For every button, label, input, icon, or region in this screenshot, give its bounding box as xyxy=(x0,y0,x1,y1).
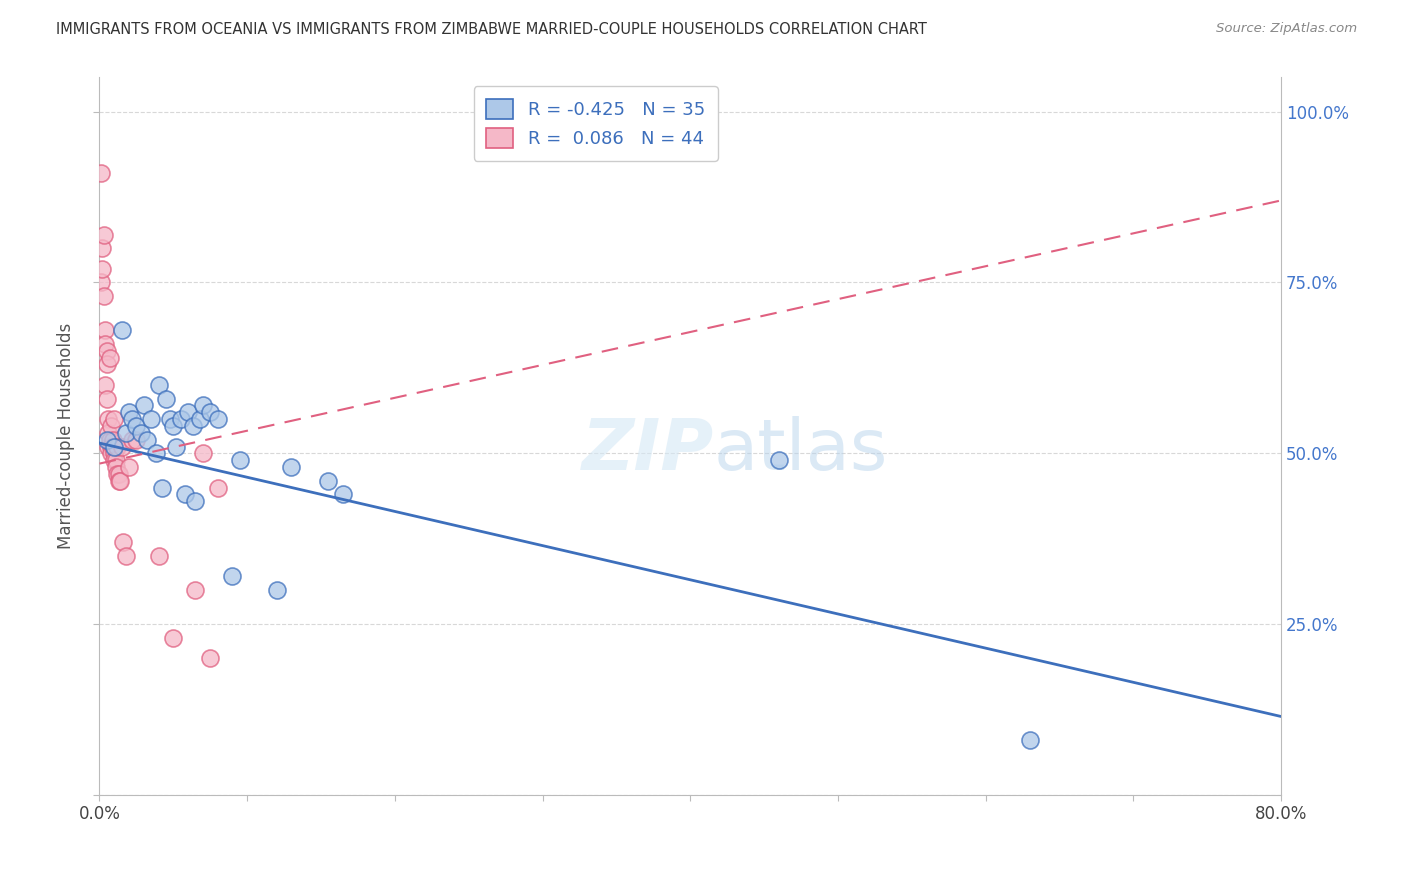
Point xyxy=(100,440,122,454)
Point xyxy=(125,433,148,447)
Text: atlas: atlas xyxy=(714,416,889,485)
Point xyxy=(108,474,131,488)
Point xyxy=(184,582,207,597)
Point xyxy=(221,569,243,583)
Point xyxy=(111,323,134,337)
Point xyxy=(280,460,302,475)
Point xyxy=(159,412,181,426)
Point xyxy=(115,549,138,563)
Point xyxy=(105,467,128,481)
Legend: R = -0.425   N = 35, R =  0.086   N = 44: R = -0.425 N = 35, R = 0.086 N = 44 xyxy=(474,87,717,161)
Point xyxy=(184,494,207,508)
Point xyxy=(93,227,115,242)
Point xyxy=(135,433,157,447)
Point xyxy=(105,440,128,454)
Point xyxy=(97,412,120,426)
Text: Source: ZipAtlas.com: Source: ZipAtlas.com xyxy=(1216,22,1357,36)
Point xyxy=(200,405,222,419)
Point xyxy=(148,549,170,563)
Point xyxy=(94,378,117,392)
Point xyxy=(100,446,122,460)
Point xyxy=(103,440,125,454)
Point xyxy=(96,433,118,447)
Point xyxy=(96,343,118,358)
Point xyxy=(129,425,152,440)
Point xyxy=(162,631,184,645)
Point xyxy=(90,166,112,180)
Point xyxy=(148,378,170,392)
Point xyxy=(100,419,122,434)
Point xyxy=(768,453,790,467)
Point xyxy=(112,535,135,549)
Point xyxy=(96,358,118,372)
Point xyxy=(96,392,118,406)
Point xyxy=(174,487,197,501)
Point xyxy=(91,241,114,255)
Point xyxy=(115,425,138,440)
Point xyxy=(141,412,163,426)
Point xyxy=(132,399,155,413)
Point xyxy=(104,453,127,467)
Point xyxy=(97,425,120,440)
Point xyxy=(118,405,141,419)
Point xyxy=(121,412,143,426)
Point xyxy=(107,474,129,488)
Point xyxy=(207,412,229,426)
Point xyxy=(1019,733,1042,747)
Point xyxy=(266,582,288,597)
Point xyxy=(98,433,121,447)
Point xyxy=(103,453,125,467)
Point xyxy=(107,467,129,481)
Point xyxy=(103,412,125,426)
Point xyxy=(188,412,211,426)
Point xyxy=(94,323,117,337)
Point xyxy=(97,440,120,454)
Point xyxy=(101,433,124,447)
Point xyxy=(150,481,173,495)
Point xyxy=(177,405,200,419)
Point xyxy=(191,446,214,460)
Point xyxy=(125,419,148,434)
Point xyxy=(181,419,204,434)
Point xyxy=(155,392,177,406)
Text: ZIP: ZIP xyxy=(582,416,714,485)
Point xyxy=(145,446,167,460)
Point xyxy=(162,419,184,434)
Point xyxy=(318,474,340,488)
Point xyxy=(93,289,115,303)
Point xyxy=(165,440,187,454)
Point xyxy=(332,487,354,501)
Point xyxy=(90,276,112,290)
Point xyxy=(104,460,127,475)
Point xyxy=(200,651,222,665)
Point xyxy=(91,261,114,276)
Point xyxy=(207,481,229,495)
Point xyxy=(191,399,214,413)
Point xyxy=(94,337,117,351)
Point xyxy=(118,460,141,475)
Point xyxy=(111,440,134,454)
Point xyxy=(121,433,143,447)
Point xyxy=(229,453,252,467)
Point xyxy=(170,412,193,426)
Point xyxy=(103,446,125,460)
Point xyxy=(101,440,124,454)
Point xyxy=(98,351,121,365)
Text: IMMIGRANTS FROM OCEANIA VS IMMIGRANTS FROM ZIMBABWE MARRIED-COUPLE HOUSEHOLDS CO: IMMIGRANTS FROM OCEANIA VS IMMIGRANTS FR… xyxy=(56,22,927,37)
Y-axis label: Married-couple Households: Married-couple Households xyxy=(58,323,75,549)
